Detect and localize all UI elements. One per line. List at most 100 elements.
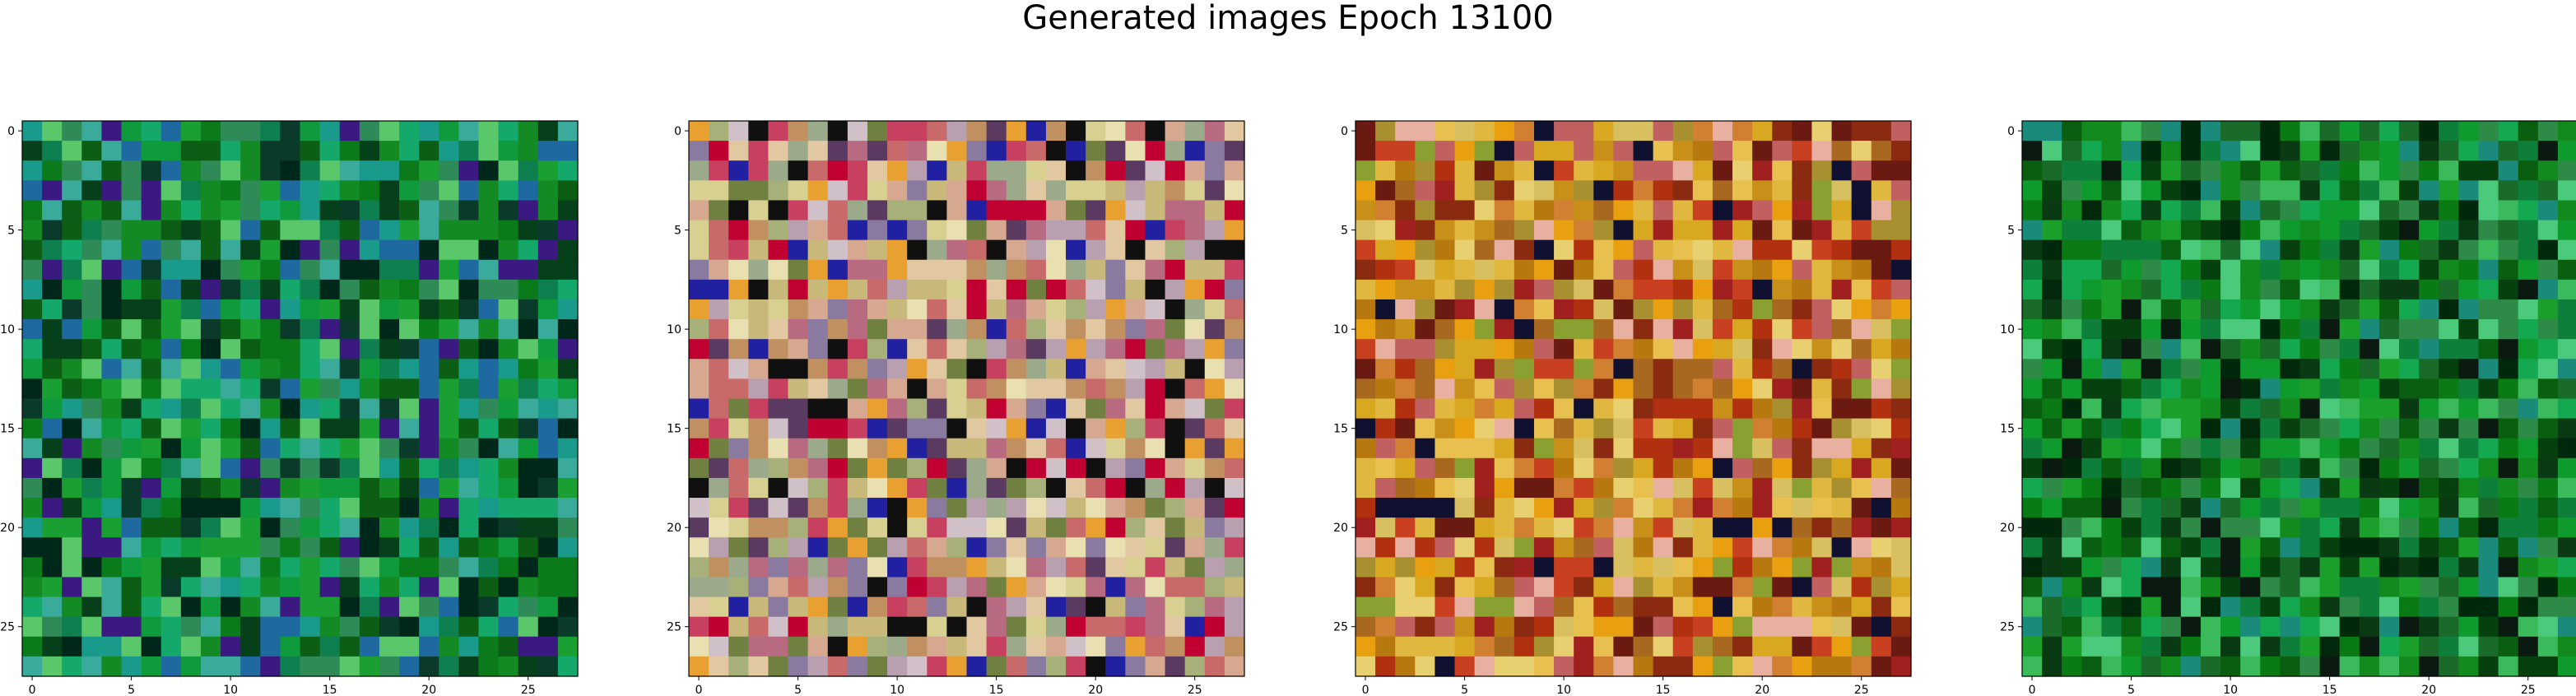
pixel xyxy=(141,418,162,439)
pixel xyxy=(1375,378,1396,400)
pixel xyxy=(240,200,261,221)
pixel xyxy=(1633,517,1654,538)
pixel xyxy=(2319,557,2341,578)
pixel xyxy=(121,438,142,459)
pixel xyxy=(121,339,142,360)
pixel xyxy=(101,596,123,618)
pixel xyxy=(807,616,829,638)
pixel xyxy=(101,577,123,598)
pixel xyxy=(518,477,539,499)
pixel xyxy=(689,616,709,638)
pixel xyxy=(280,457,301,479)
pixel xyxy=(1045,141,1067,161)
pixel xyxy=(458,418,480,439)
pixel xyxy=(2042,239,2062,261)
pixel xyxy=(2062,596,2082,618)
pixel xyxy=(101,200,123,221)
pixel xyxy=(867,517,888,538)
pixel xyxy=(847,616,868,638)
pixel xyxy=(339,299,360,320)
pixel xyxy=(2280,259,2301,281)
y-tick-label: 0 xyxy=(1341,125,1348,138)
pixel xyxy=(2478,477,2499,499)
pixel xyxy=(537,438,559,459)
pixel xyxy=(1474,259,1495,281)
pixel xyxy=(1086,259,1106,281)
pixel xyxy=(1355,457,1376,479)
pixel xyxy=(2260,656,2281,677)
pixel xyxy=(1672,378,1694,400)
pixel xyxy=(1772,438,1793,459)
pixel xyxy=(557,339,579,360)
pixel xyxy=(1514,319,1535,340)
pixel xyxy=(2260,438,2281,459)
pixel xyxy=(1890,160,1912,181)
pixel xyxy=(1712,359,1733,379)
pixel xyxy=(2419,299,2439,320)
pixel xyxy=(2378,259,2400,281)
pixel xyxy=(1454,477,1476,499)
pixel xyxy=(2478,517,2499,538)
pixel xyxy=(1792,220,1813,241)
pixel xyxy=(1494,339,1515,360)
pixel xyxy=(2498,517,2519,538)
pixel xyxy=(1204,180,1225,202)
pixel xyxy=(1395,239,1416,261)
pixel xyxy=(1851,160,1872,181)
pixel xyxy=(2299,418,2321,439)
pixel xyxy=(1086,557,1106,578)
pixel xyxy=(2160,259,2182,281)
pixel xyxy=(1494,279,1515,300)
pixel xyxy=(1554,517,1574,538)
pixel xyxy=(22,160,43,181)
pixel xyxy=(2180,557,2202,578)
pixel xyxy=(827,537,849,558)
pixel xyxy=(1045,616,1067,638)
pixel xyxy=(986,656,1007,677)
pixel xyxy=(101,141,123,161)
pixel xyxy=(2458,457,2480,479)
pixel xyxy=(2458,636,2480,657)
pixel xyxy=(1851,557,1872,578)
pixel xyxy=(22,279,43,300)
pixel xyxy=(709,141,729,161)
pixel xyxy=(887,259,908,281)
pixel xyxy=(1066,477,1086,499)
pixel xyxy=(2141,498,2162,518)
pixel xyxy=(867,121,888,142)
pixel xyxy=(847,180,868,202)
pixel xyxy=(419,537,439,558)
pixel xyxy=(966,339,988,360)
pixel xyxy=(200,656,221,677)
pixel xyxy=(1125,160,1146,181)
pixel xyxy=(1165,339,1186,360)
pixel xyxy=(439,517,459,538)
pixel xyxy=(1890,359,1912,379)
pixel xyxy=(2359,498,2380,518)
pixel xyxy=(2042,477,2062,499)
pixel xyxy=(2062,616,2082,638)
pixel xyxy=(1454,220,1476,241)
pixel xyxy=(478,438,500,459)
pixel xyxy=(1593,557,1614,578)
pixel xyxy=(339,200,360,221)
pixel xyxy=(1554,319,1574,340)
pixel xyxy=(518,200,539,221)
pixel xyxy=(101,477,123,499)
pixel xyxy=(1811,239,1833,261)
pixel xyxy=(2299,378,2321,400)
pixel xyxy=(419,239,439,261)
pixel xyxy=(1871,616,1892,638)
pixel xyxy=(160,577,182,598)
pixel xyxy=(927,378,947,400)
pixel xyxy=(1514,299,1535,320)
pixel xyxy=(1355,656,1376,677)
pixel xyxy=(1434,359,1456,379)
pixel xyxy=(1086,299,1106,320)
pixel xyxy=(2498,656,2519,677)
pixel xyxy=(2022,220,2043,241)
pixel xyxy=(1811,200,1833,221)
pixel xyxy=(1474,359,1495,379)
pixel xyxy=(986,378,1007,400)
pixel xyxy=(1871,418,1892,439)
